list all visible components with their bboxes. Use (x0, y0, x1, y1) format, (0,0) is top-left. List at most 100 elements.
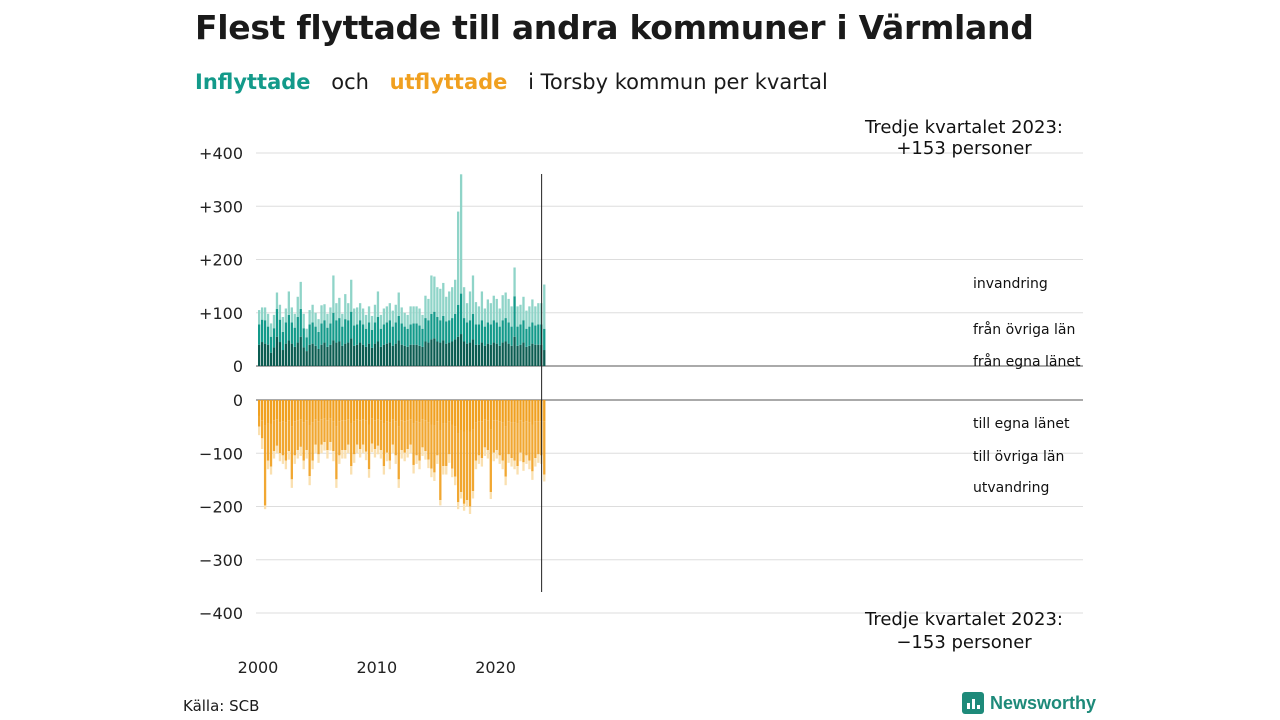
bar-inflow-own-county (364, 346, 368, 366)
bar-inflow-own-county (504, 341, 507, 366)
bar-outflow-emigration (266, 460, 270, 470)
bar-inflow-own-county (329, 344, 332, 366)
bar-outflow-emigration (427, 459, 430, 469)
bar-inflow-immigration (364, 314, 368, 329)
bar-inflow-immigration (379, 314, 383, 329)
bar-outflow-own-county (299, 400, 302, 420)
bar-inflow-other-counties (477, 324, 481, 345)
bar-outflow-own-county (519, 400, 522, 421)
bar-outflow-emigration (320, 444, 323, 454)
bar-inflow-own-county (418, 345, 421, 366)
bar-outflow-other-counties (358, 420, 362, 449)
bar-outflow-emigration (287, 451, 290, 460)
bar-inflow-other-counties (266, 326, 270, 345)
bar-inflow-other-counties (308, 324, 311, 345)
bar-outflow-own-county (293, 400, 296, 422)
bar-inflow-other-counties (531, 322, 534, 344)
bar-inflow-other-counties (498, 326, 501, 346)
bar-outflow-emigration (501, 460, 504, 470)
bar-outflow-own-county (326, 400, 329, 421)
bar-outflow-other-counties (314, 419, 317, 445)
brand: Newsworthy (962, 692, 1096, 714)
bar-outflow-emigration (465, 500, 469, 507)
bar-outflow-other-counties (391, 419, 394, 445)
bar-outflow-other-counties (430, 424, 433, 469)
bar-inflow-other-counties (370, 329, 374, 348)
bar-outflow-own-county (421, 400, 424, 420)
bar-outflow-emigration (486, 450, 489, 459)
bar-outflow-emigration (332, 451, 335, 462)
bar-inflow-own-county (454, 339, 457, 366)
bar-outflow-emigration (314, 444, 317, 454)
bar-outflow-emigration (263, 505, 267, 510)
bar-outflow-own-county (465, 400, 469, 431)
bar-outflow-emigration (403, 452, 406, 462)
bar-inflow-other-counties (281, 331, 285, 351)
bar-inflow-immigration (344, 294, 347, 320)
bar-inflow-immigration (430, 275, 433, 314)
bar-inflow-own-county (308, 344, 311, 366)
bar-inflow-immigration (332, 275, 335, 313)
bar-outflow-emigration (323, 442, 326, 451)
bar-inflow-immigration (258, 310, 261, 325)
chart-subtitle: Inflyttade och utflyttade i Torsby kommu… (195, 70, 842, 94)
bar-outflow-emigration (433, 472, 436, 481)
bar-inflow-own-county (311, 343, 314, 366)
y-tick-label-bottom: −300 (199, 551, 243, 570)
bar-outflow-emigration (412, 464, 415, 474)
bar-outflow-own-county (427, 400, 430, 423)
bar-outflow-other-counties (489, 429, 492, 493)
bar-outflow-other-counties (516, 423, 519, 467)
bar-outflow-other-counties (424, 420, 427, 452)
bar-outflow-other-counties (397, 426, 400, 480)
bar-outflow-own-county (400, 400, 403, 421)
bar-inflow-immigration (350, 279, 353, 312)
bar-outflow-other-counties (403, 421, 406, 453)
bar-outflow-own-county (296, 400, 299, 421)
bar-outflow-emigration (448, 454, 451, 463)
bar-inflow-other-counties (516, 326, 519, 346)
bar-inflow-immigration (329, 307, 332, 324)
bar-outflow-emigration (361, 444, 365, 454)
bar-inflow-own-county (394, 343, 397, 366)
bar-outflow-own-county (498, 400, 501, 422)
bar-outflow-other-counties (302, 422, 305, 461)
bar-outflow-other-counties (471, 429, 475, 492)
bar-outflow-other-counties (480, 421, 484, 459)
bar-inflow-immigration (370, 315, 374, 330)
bar-inflow-immigration (418, 308, 421, 326)
bar-inflow-other-counties (528, 326, 531, 346)
bar-inflow-immigration (317, 319, 320, 332)
bar-outflow-other-counties (347, 419, 350, 445)
annotation-top-line1: Tredje kvartalet 2023: (864, 117, 1063, 138)
bar-outflow-other-counties (513, 422, 516, 461)
bar-inflow-other-counties (314, 326, 317, 346)
bar-outflow-emigration (498, 455, 501, 464)
bar-inflow-immigration (341, 313, 344, 327)
bar-inflow-own-county (486, 343, 489, 366)
bar-inflow-own-county (531, 343, 534, 366)
bar-outflow-own-county (507, 400, 510, 422)
bar-inflow-immigration (486, 299, 489, 323)
bar-inflow-immigration (436, 287, 439, 318)
bar-inflow-other-counties (510, 326, 513, 346)
bar-inflow-immigration (433, 276, 436, 312)
bar-outflow-emigration (513, 460, 516, 470)
bar-outflow-emigration (424, 451, 427, 460)
bar-outflow-other-counties (266, 423, 270, 461)
bar-outflow-other-counties (465, 430, 469, 501)
bar-outflow-other-counties (364, 420, 368, 452)
bar-outflow-own-county (456, 400, 460, 434)
bar-inflow-other-counties (385, 322, 389, 344)
bar-outflow-own-county (266, 400, 270, 424)
bar-inflow-own-county (465, 343, 469, 366)
bar-inflow-immigration (361, 308, 365, 325)
bar-outflow-other-counties (311, 422, 314, 461)
bar-inflow-immigration (376, 291, 380, 318)
bar-inflow-own-county (299, 336, 302, 366)
bar-inflow-own-county (424, 341, 427, 366)
bar-inflow-immigration (373, 304, 377, 323)
bar-outflow-own-county (353, 400, 356, 422)
bar-outflow-own-county (263, 400, 267, 426)
bar-outflow-own-county (510, 400, 513, 423)
